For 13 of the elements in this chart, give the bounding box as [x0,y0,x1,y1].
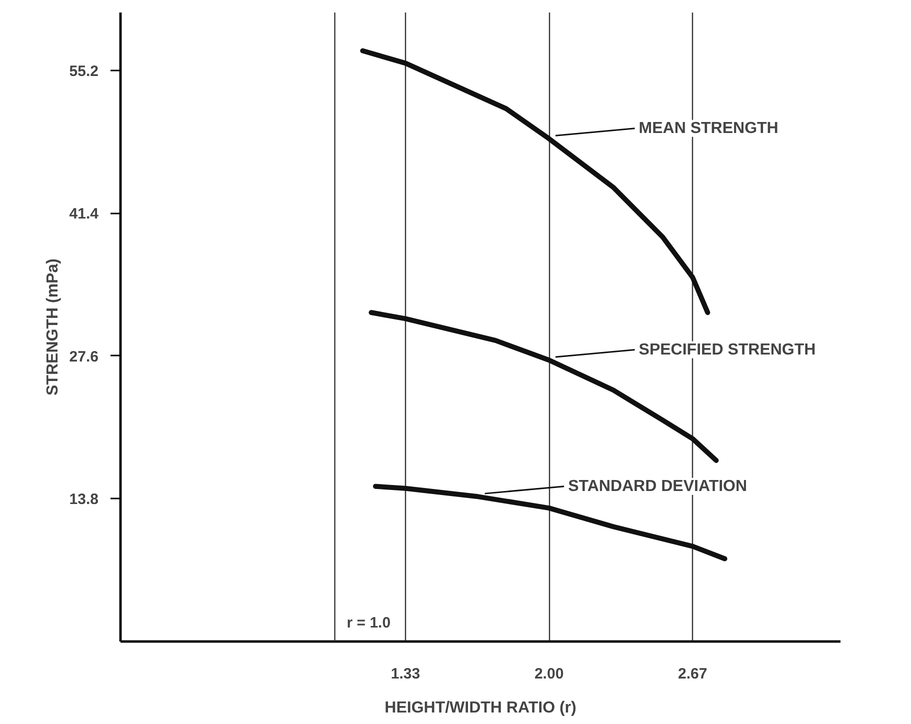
ref-line-label: r = 1.0 [346,614,391,632]
legend-label: SPECIFIED STRENGTH [638,341,816,358]
y-axis-title: STRENGTH (mPa) [44,258,62,396]
y-tick-label: 55.2 [69,62,99,80]
x-tick-label: 2.67 [678,666,708,682]
x-tick-label: 2.00 [534,666,564,682]
y-tick-label: 27.6 [69,348,99,366]
y-tick-label: 13.8 [69,491,99,508]
y-tick-label: 41.4 [69,206,100,223]
x-tick-label: 1.33 [390,666,420,682]
x-axis-title: HEIGHT/WIDTH RATIO (r) [384,700,576,716]
legend-label: MEAN STRENGTH [638,120,778,137]
legend-label: STANDARD DEVIATION [568,478,748,495]
